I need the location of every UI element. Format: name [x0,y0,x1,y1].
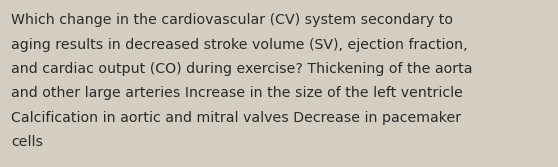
Text: and cardiac output (CO) during exercise? Thickening of the aorta: and cardiac output (CO) during exercise?… [11,62,473,76]
Text: aging results in decreased stroke volume (SV), ejection fraction,: aging results in decreased stroke volume… [11,38,468,51]
Text: and other large arteries Increase in the size of the left ventricle: and other large arteries Increase in the… [11,87,463,101]
Text: Which change in the cardiovascular (CV) system secondary to: Which change in the cardiovascular (CV) … [11,13,453,27]
Text: Calcification in aortic and mitral valves Decrease in pacemaker: Calcification in aortic and mitral valve… [11,111,461,125]
Text: cells: cells [11,135,43,149]
